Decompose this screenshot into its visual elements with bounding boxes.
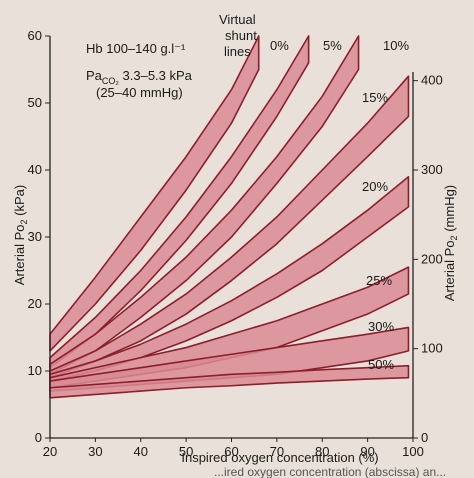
shunt-bands bbox=[49, 35, 410, 399]
y-right-tick-label: 100 bbox=[421, 341, 443, 356]
tick-labels: 20 30 40 50 60 70 80 90 100010203040506001002003… bbox=[28, 28, 443, 459]
y-left-title-suffix: (kPa) bbox=[12, 185, 27, 220]
y-left-title-prefix: Arterial Po bbox=[12, 224, 27, 285]
x-tick-label: 70 bbox=[270, 444, 284, 459]
y-left-tick-label: 30 bbox=[28, 229, 42, 244]
hb-annotation: Hb 100–140 g.l⁻¹ bbox=[86, 41, 186, 56]
axes bbox=[45, 35, 418, 442]
y-right-tick-label: 400 bbox=[421, 73, 443, 88]
x-axis-title: Inspired oxygen concentration (%) bbox=[181, 450, 378, 465]
x-tick-label: 30 bbox=[88, 444, 102, 459]
paco2-subscript: CO₂ bbox=[102, 76, 120, 86]
shunt-band-0pct bbox=[49, 35, 260, 352]
y-right-title-prefix: Arterial Po bbox=[442, 240, 457, 301]
band-label-0pct: 0% bbox=[270, 38, 289, 53]
y-right-title-suffix: (mmHg) bbox=[442, 185, 457, 236]
y-left-title-sub: 2 bbox=[19, 219, 29, 224]
virtual-shunt-label-line2: shunt bbox=[225, 28, 257, 43]
x-tick-label: 90 bbox=[360, 444, 374, 459]
band-label-25pct: 25% bbox=[366, 273, 392, 288]
paco2-prefix: Pa bbox=[86, 68, 103, 83]
y-right-title-sub: 2 bbox=[449, 235, 459, 240]
y-left-tick-label: 50 bbox=[28, 95, 42, 110]
y-left-axis-title: Arterial Po2 (kPa) bbox=[12, 185, 29, 285]
y-right-tick-label: 0 bbox=[421, 430, 428, 445]
shunt-band-10pct bbox=[49, 35, 360, 376]
paco2-mmhg-annotation: (25–40 mmHg) bbox=[96, 85, 183, 100]
y-left-tick-label: 10 bbox=[28, 363, 42, 378]
x-tick-label: 100 bbox=[402, 444, 424, 459]
x-tick-label: 40 bbox=[134, 444, 148, 459]
band-label-50pct: 50% bbox=[368, 357, 394, 372]
virtual-shunt-label-line3: lines bbox=[224, 44, 251, 59]
x-tick-label: 20 bbox=[43, 444, 57, 459]
y-right-tick-label: 300 bbox=[421, 162, 443, 177]
y-left-tick-label: 20 bbox=[28, 296, 42, 311]
paco2-value: 3.3–5.3 kPa bbox=[119, 68, 193, 83]
y-left-tick-label: 60 bbox=[28, 28, 42, 43]
shunt-band-15pct bbox=[49, 75, 410, 379]
y-right-tick-label: 200 bbox=[421, 251, 443, 266]
shunt-band-5pct bbox=[49, 35, 310, 369]
band-label-10pct: 10% bbox=[383, 38, 409, 53]
band-labels: 0% 5% 10% 15% 20% 25% 30% 50% bbox=[270, 38, 409, 372]
virtual-shunt-label-line1: Virtual bbox=[219, 12, 256, 27]
y-left-tick-label: 40 bbox=[28, 162, 42, 177]
band-label-15pct: 15% bbox=[362, 90, 388, 105]
figure-caption-fragment: ...ired oxygen concentration (abscissa) … bbox=[214, 465, 446, 478]
x-tick-label: 80 bbox=[315, 444, 329, 459]
y-right-axis-title: Arterial Po2 (mmHg) bbox=[442, 185, 459, 301]
x-tick-label: 60 bbox=[224, 444, 238, 459]
band-label-30pct: 30% bbox=[368, 319, 394, 334]
y-left-tick-label: 0 bbox=[35, 430, 42, 445]
paco2-annotation: PaCO₂ 3.3–5.3 kPa bbox=[86, 68, 193, 86]
band-label-20pct: 20% bbox=[362, 179, 388, 194]
x-tick-label: 50 bbox=[179, 444, 193, 459]
band-label-5pct: 5% bbox=[323, 38, 342, 53]
shunt-band-50pct bbox=[49, 364, 410, 399]
